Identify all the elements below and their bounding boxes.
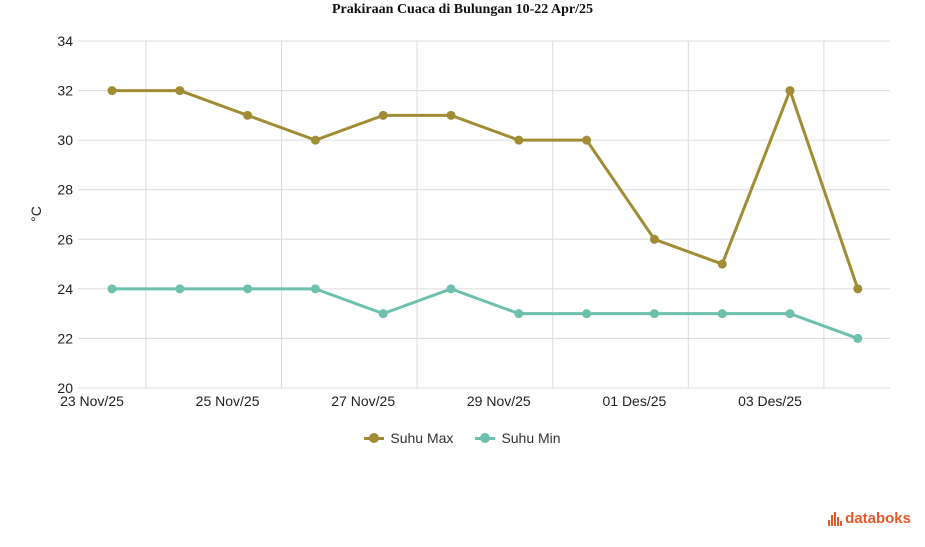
data-point-suhu-min	[853, 333, 863, 343]
data-point-suhu-max	[310, 135, 320, 145]
data-point-suhu-min	[310, 284, 320, 294]
x-tick-label: 29 Nov/25	[467, 393, 531, 409]
data-point-suhu-max	[378, 110, 388, 120]
data-point-suhu-min	[107, 284, 117, 294]
legend-item-suhu-min[interactable]: Suhu Min	[475, 430, 561, 446]
y-tick-label: 20	[57, 380, 73, 396]
legend: Suhu Max Suhu Min	[0, 430, 925, 446]
brand-logo[interactable]: databoks	[828, 510, 911, 527]
series-line-suhu-min	[112, 287, 859, 340]
databoks-logo-icon	[828, 511, 843, 526]
legend-swatch-suhu-min	[475, 432, 496, 444]
data-point-suhu-max	[175, 86, 185, 96]
data-point-suhu-max	[853, 284, 863, 294]
data-point-suhu-min	[446, 284, 456, 294]
y-tick-label: 22	[57, 330, 73, 346]
y-tick-label: 32	[57, 83, 73, 99]
brand-name: databoks	[845, 510, 911, 527]
data-point-suhu-max	[582, 135, 592, 145]
y-tick-label: 34	[57, 33, 73, 49]
data-point-suhu-max	[446, 110, 456, 120]
y-tick-label: 24	[57, 281, 73, 297]
data-point-suhu-min	[582, 309, 592, 319]
data-point-suhu-min	[649, 309, 659, 319]
x-tick-label: 03 Des/25	[738, 393, 802, 409]
data-point-suhu-max	[649, 234, 659, 244]
data-point-suhu-min	[785, 309, 795, 319]
series-layer	[107, 86, 863, 343]
data-point-suhu-max	[107, 86, 117, 96]
legend-label-suhu-min: Suhu Min	[501, 430, 561, 446]
data-point-suhu-min	[243, 284, 253, 294]
data-point-suhu-min	[514, 309, 524, 319]
axes: 20 22 24 26 28 30 32 34 23 Nov/25 25 Nov/25 27 Nov…	[28, 33, 802, 409]
legend-item-suhu-max[interactable]: Suhu Max	[364, 430, 453, 446]
series-line-suhu-max	[112, 89, 860, 290]
legend-swatch-suhu-max	[364, 432, 385, 444]
x-tick-label: 23 Nov/25	[60, 393, 124, 409]
x-tick-label: 01 Des/25	[602, 393, 666, 409]
x-tick-label: 27 Nov/25	[331, 393, 395, 409]
data-point-suhu-max	[717, 259, 727, 269]
y-tick-label: 30	[57, 132, 73, 148]
data-point-suhu-min	[378, 309, 388, 319]
data-point-suhu-min	[717, 309, 727, 319]
x-tick-label: 25 Nov/25	[196, 393, 260, 409]
data-point-suhu-max	[785, 86, 795, 96]
line-chart: 20 22 24 26 28 30 32 34 23 Nov/25 25 Nov/25 27 Nov…	[28, 33, 890, 409]
y-axis-label: °C	[28, 206, 44, 222]
chart-title: Prakiraan Cuaca di Bulungan 10-22 Apr/25	[332, 2, 593, 17]
y-tick-label: 28	[57, 182, 73, 198]
data-point-suhu-max	[243, 110, 253, 120]
grid	[78, 40, 890, 389]
y-tick-label: 26	[57, 231, 73, 247]
data-point-suhu-max	[514, 135, 524, 145]
legend-label-suhu-max: Suhu Max	[390, 430, 454, 446]
data-point-suhu-min	[175, 284, 185, 294]
